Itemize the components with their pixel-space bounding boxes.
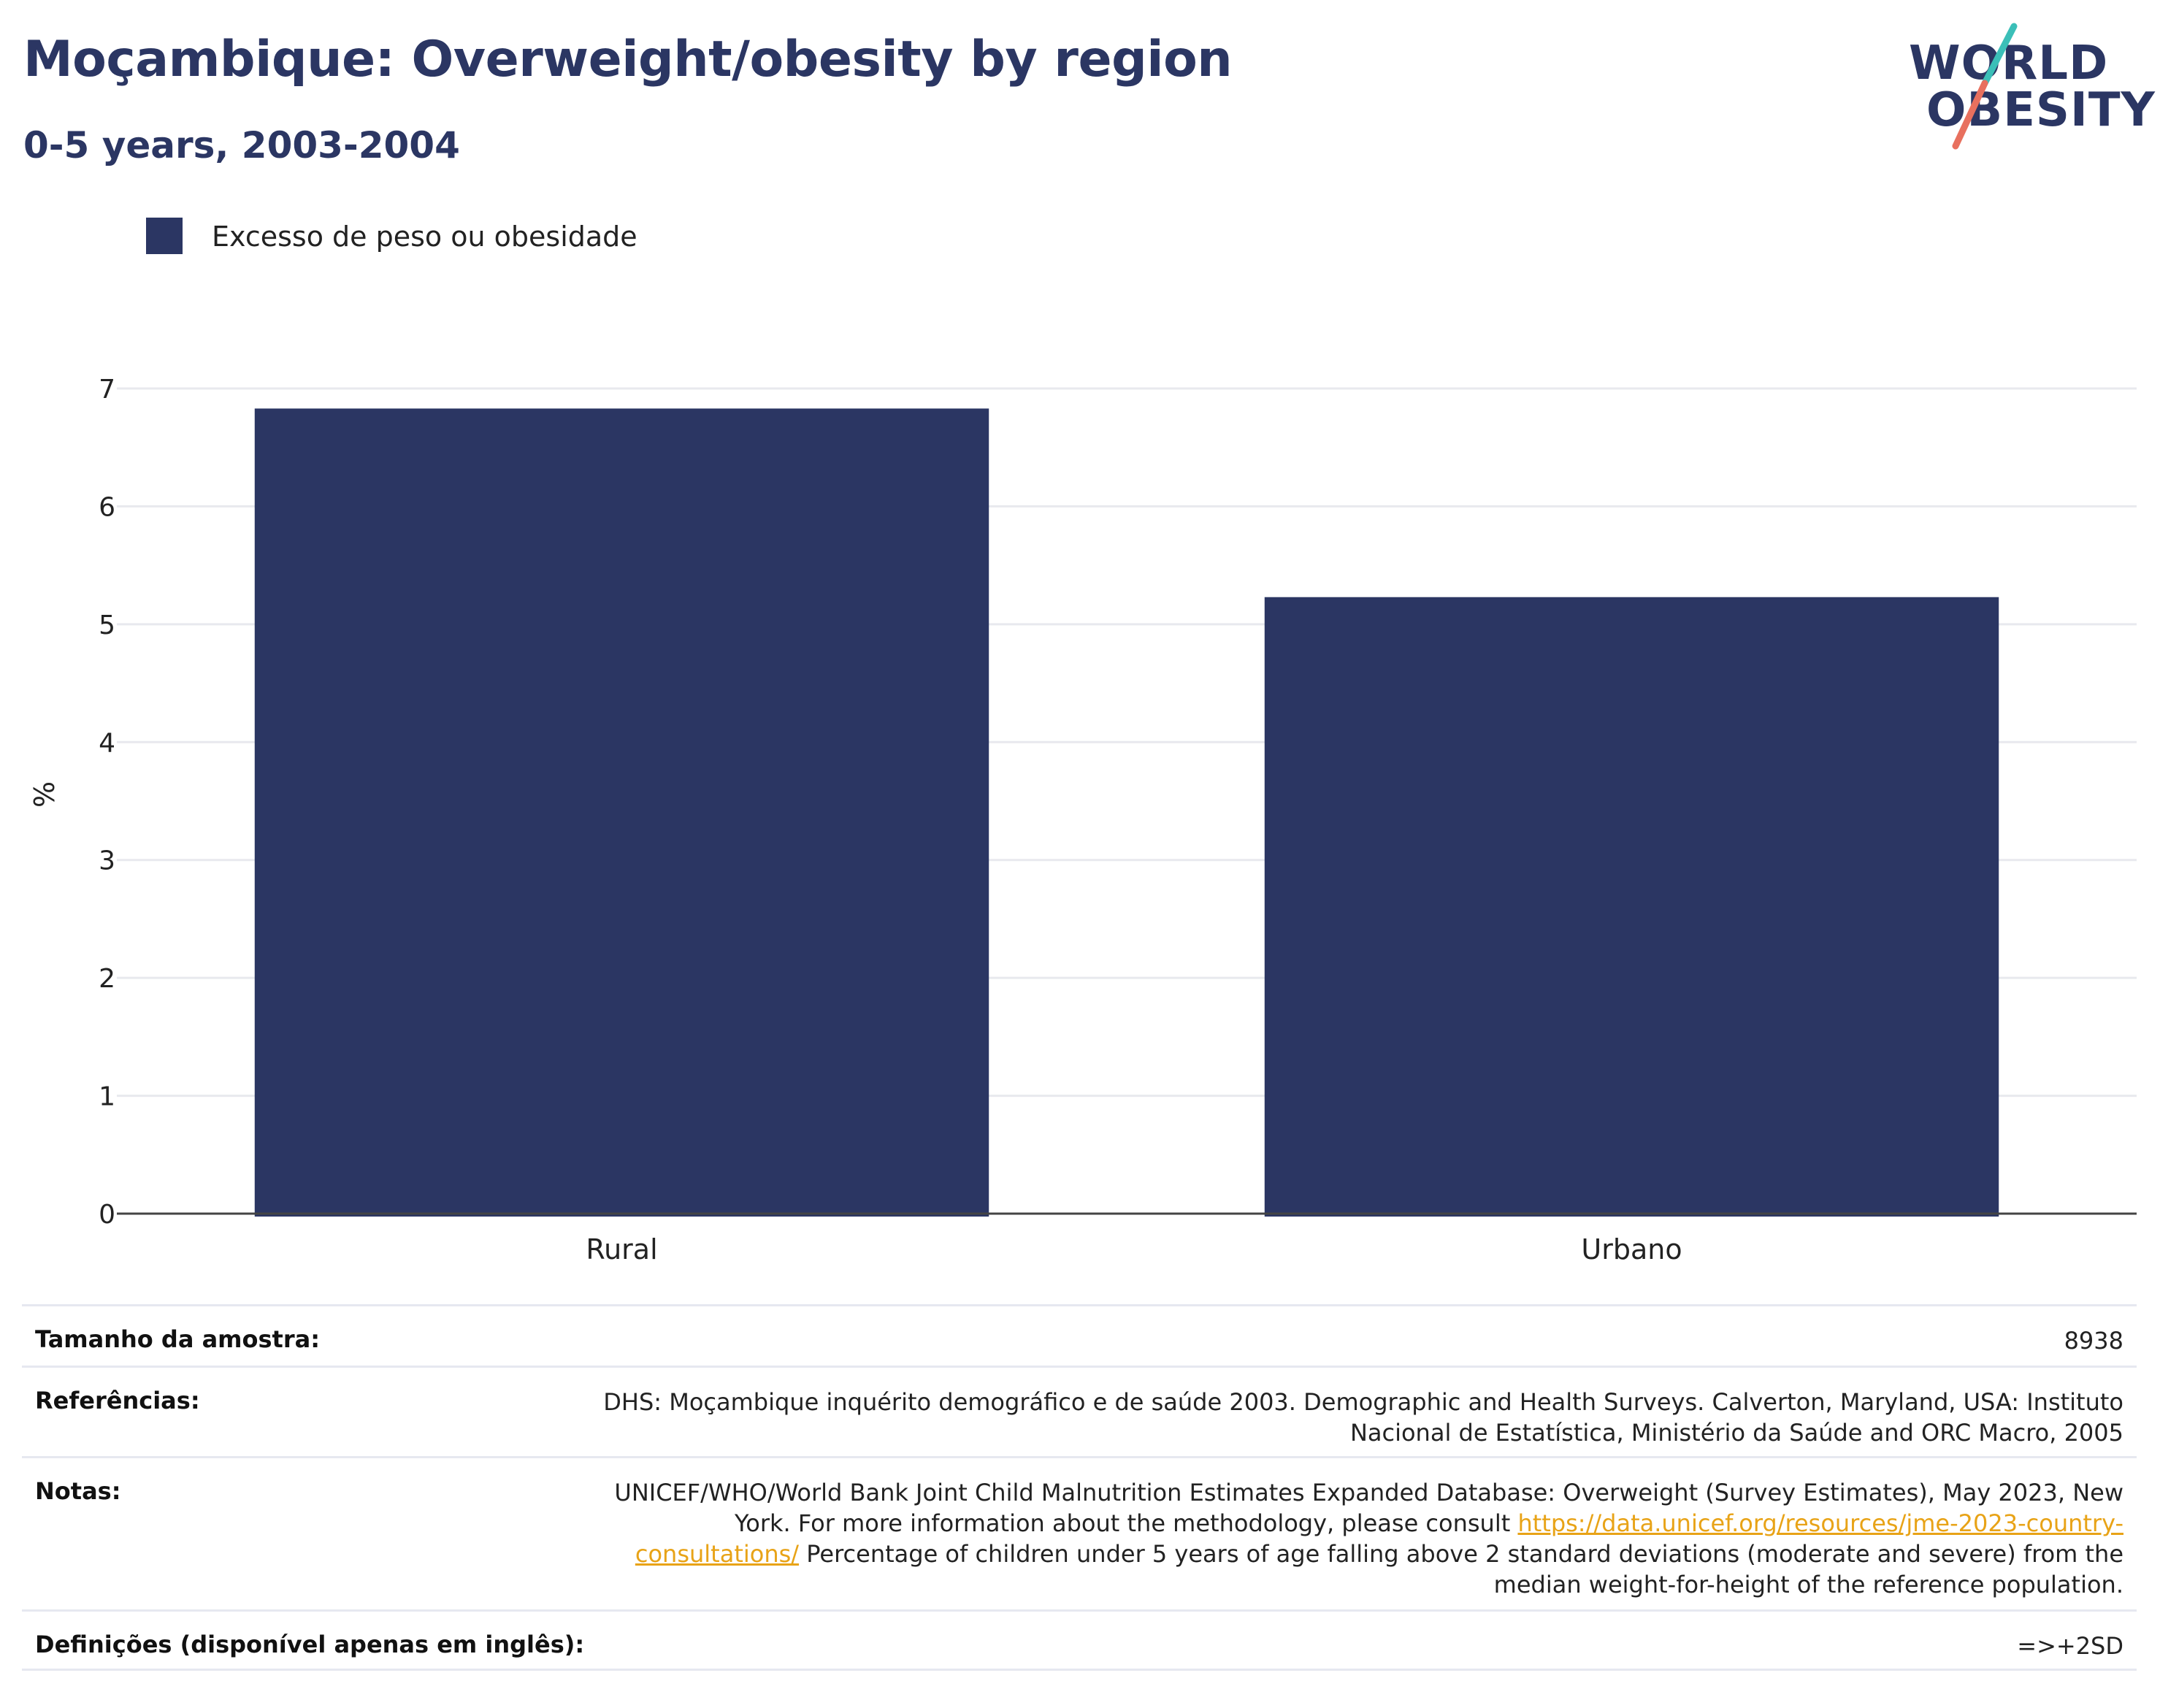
bar-urbano[interactable] — [1264, 597, 1999, 1217]
logo-slash-icon — [1952, 23, 2018, 150]
y-tick-label: 5 — [99, 610, 115, 640]
y-tick-label: 2 — [99, 964, 115, 994]
info-row-definitions: Definições (disponível apenas em inglês)… — [22, 1609, 2137, 1671]
y-tick-label: 7 — [99, 375, 115, 405]
info-row-references: Referências: DHS: Moçambique inquérito d… — [22, 1366, 2137, 1456]
bar-chart: 0 1 2 3 4 5 6 7 Rural Urbano % — [28, 375, 2137, 1265]
info-row-sample-size: Tamanho da amostra: 8938 — [22, 1304, 2137, 1366]
logo-text-world: WORLD — [1909, 37, 2109, 91]
info-value: 8938 — [2064, 1327, 2123, 1355]
info-table: Tamanho da amostra: 8938 Referências: DH… — [22, 1304, 2137, 1671]
y-tick-label: 6 — [99, 492, 115, 522]
chart-subtitle: 0-5 years, 2003-2004 — [23, 124, 460, 166]
notes-text-before-link: UNICEF/WHO/World Bank Joint Child Malnut… — [614, 1479, 2123, 1537]
x-tick-label: Urbano — [1581, 1233, 1682, 1265]
y-tick-label: 0 — [99, 1200, 115, 1230]
world-obesity-logo[interactable]: WORLD OBESITY — [1899, 20, 2155, 152]
info-label: Notas: — [35, 1477, 121, 1505]
info-value: DHS: Moçambique inquérito demográfico e … — [603, 1388, 2123, 1447]
info-label: Tamanho da amostra: — [35, 1325, 320, 1353]
legend-swatch — [146, 218, 183, 254]
y-tick-label: 4 — [99, 728, 115, 758]
info-value: =>+2SD — [2017, 1632, 2123, 1660]
legend-label: Excesso de peso ou obesidade — [212, 221, 637, 253]
info-label: Referências: — [35, 1387, 200, 1414]
x-tick-label: Rural — [586, 1233, 657, 1265]
y-tick-label: 1 — [99, 1082, 115, 1112]
notes-text-after-link: Percentage of children under 5 years of … — [799, 1540, 2123, 1598]
y-tick-label: 3 — [99, 846, 115, 876]
info-row-notes: Notas: UNICEF/WHO/World Bank Joint Child… — [22, 1456, 2137, 1609]
chart-title: Moçambique: Overweight/obesity by region — [23, 31, 1233, 88]
bar-rural[interactable] — [254, 408, 989, 1217]
notes-link[interactable]: https://data.unicef.org/resources/jme-20… — [635, 1509, 2123, 1568]
info-value: UNICEF/WHO/World Bank Joint Child Malnut… — [590, 1477, 2123, 1600]
y-axis-label: % — [28, 781, 61, 808]
info-label: Definições (disponível apenas em inglês)… — [35, 1631, 585, 1658]
